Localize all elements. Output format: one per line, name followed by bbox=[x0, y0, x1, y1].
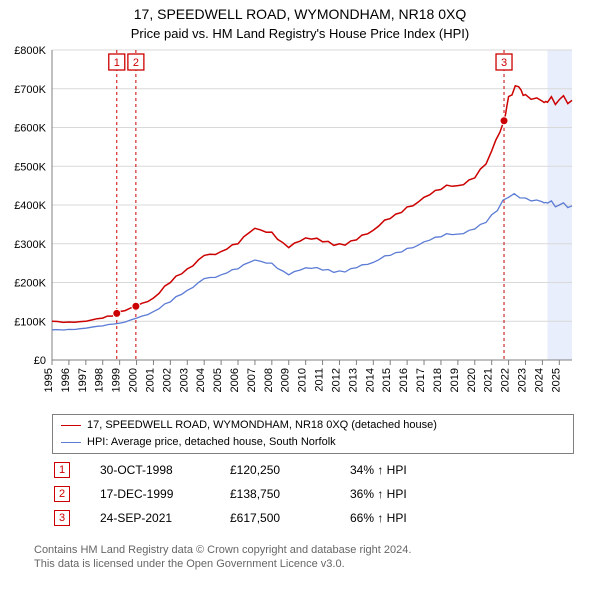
x-tick-label: 2013 bbox=[347, 368, 359, 392]
x-tick-label: 2005 bbox=[212, 368, 224, 392]
x-tick-label: 1997 bbox=[77, 368, 89, 392]
y-tick-label: £0 bbox=[34, 355, 46, 367]
x-tick-label: 2011 bbox=[314, 368, 326, 392]
y-tick-label: £100K bbox=[14, 316, 46, 328]
sale-row-date: 17-DEC-1999 bbox=[100, 487, 173, 501]
price-chart: £0 £100K £200K £300K £400K £500K £600K £700K £80… bbox=[0, 0, 600, 412]
y-tick-label: £700K bbox=[14, 84, 46, 96]
attribution-line1: Contains HM Land Registry data © Crown c… bbox=[34, 544, 411, 558]
sale-row-pct: 66% ↑ HPI bbox=[350, 511, 407, 525]
x-tick-label: 2000 bbox=[128, 368, 140, 392]
sale-row-marker: 1 bbox=[54, 462, 70, 478]
sale-point-2 bbox=[132, 302, 140, 310]
sale-row-price: £120,250 bbox=[230, 463, 280, 477]
x-tick-label: 2017 bbox=[415, 368, 427, 392]
y-tick-label: £200K bbox=[14, 278, 46, 290]
sale-row-marker: 3 bbox=[54, 510, 70, 526]
y-tick-label: £500K bbox=[14, 161, 46, 173]
x-tick-label: 1998 bbox=[94, 368, 106, 392]
legend: 17, SPEEDWELL ROAD, WYMONDHAM, NR18 0XQ … bbox=[52, 414, 574, 454]
x-tick-label: 2007 bbox=[246, 368, 258, 392]
y-tick-label: £800K bbox=[14, 45, 46, 57]
x-tick-label: 2021 bbox=[483, 368, 495, 392]
sale-row-date: 24-SEP-2021 bbox=[100, 511, 172, 525]
x-tick-label: 2023 bbox=[516, 368, 528, 392]
sale-row-marker: 2 bbox=[54, 486, 70, 502]
x-tick-label: 2003 bbox=[178, 368, 190, 392]
series-line-1 bbox=[52, 194, 572, 330]
sale-marker-num-2: 2 bbox=[133, 57, 139, 69]
x-tick-label: 2001 bbox=[144, 368, 156, 392]
sale-point-3 bbox=[500, 117, 508, 125]
sale-marker-num-3: 3 bbox=[501, 57, 507, 69]
x-tick-label: 2022 bbox=[500, 368, 512, 392]
legend-label: 17, SPEEDWELL ROAD, WYMONDHAM, NR18 0XQ … bbox=[87, 419, 437, 431]
x-tick-label: 2016 bbox=[398, 368, 410, 392]
x-tick-label: 2024 bbox=[533, 368, 545, 392]
series-line-0 bbox=[52, 86, 572, 323]
x-tick-label: 2014 bbox=[364, 368, 376, 392]
y-tick-label: £300K bbox=[14, 239, 46, 251]
x-tick-label: 2019 bbox=[449, 368, 461, 392]
x-tick-label: 2020 bbox=[466, 368, 478, 392]
x-tick-label: 1996 bbox=[60, 368, 72, 392]
x-tick-label: 2015 bbox=[381, 368, 393, 392]
legend-item: 17, SPEEDWELL ROAD, WYMONDHAM, NR18 0XQ … bbox=[61, 419, 437, 431]
x-tick-label: 2009 bbox=[280, 368, 292, 392]
attribution-line2: This data is licensed under the Open Gov… bbox=[34, 558, 345, 572]
x-tick-label: 2018 bbox=[432, 368, 444, 392]
x-tick-label: 1999 bbox=[111, 368, 123, 392]
sale-point-1 bbox=[113, 309, 121, 317]
legend-swatch bbox=[61, 442, 81, 443]
y-tick-label: £400K bbox=[14, 200, 46, 212]
sale-row-pct: 34% ↑ HPI bbox=[350, 463, 407, 477]
x-tick-label: 2006 bbox=[229, 368, 241, 392]
legend-label: HPI: Average price, detached house, Sout… bbox=[87, 436, 336, 448]
x-tick-label: 2008 bbox=[263, 368, 275, 392]
sale-row-date: 30-OCT-1998 bbox=[100, 463, 173, 477]
y-tick-label: £600K bbox=[14, 123, 46, 135]
sale-marker-num-1: 1 bbox=[114, 57, 120, 69]
sale-row-pct: 36% ↑ HPI bbox=[350, 487, 407, 501]
x-tick-label: 1995 bbox=[43, 368, 55, 392]
x-tick-label: 2004 bbox=[195, 368, 207, 392]
x-tick-label: 2025 bbox=[550, 368, 562, 392]
x-tick-label: 2010 bbox=[297, 368, 309, 392]
legend-swatch bbox=[61, 425, 81, 426]
legend-item: HPI: Average price, detached house, Sout… bbox=[61, 436, 336, 448]
sale-row-price: £138,750 bbox=[230, 487, 280, 501]
x-tick-label: 2012 bbox=[330, 368, 342, 392]
sale-row-price: £617,500 bbox=[230, 511, 280, 525]
x-tick-label: 2002 bbox=[161, 368, 173, 392]
